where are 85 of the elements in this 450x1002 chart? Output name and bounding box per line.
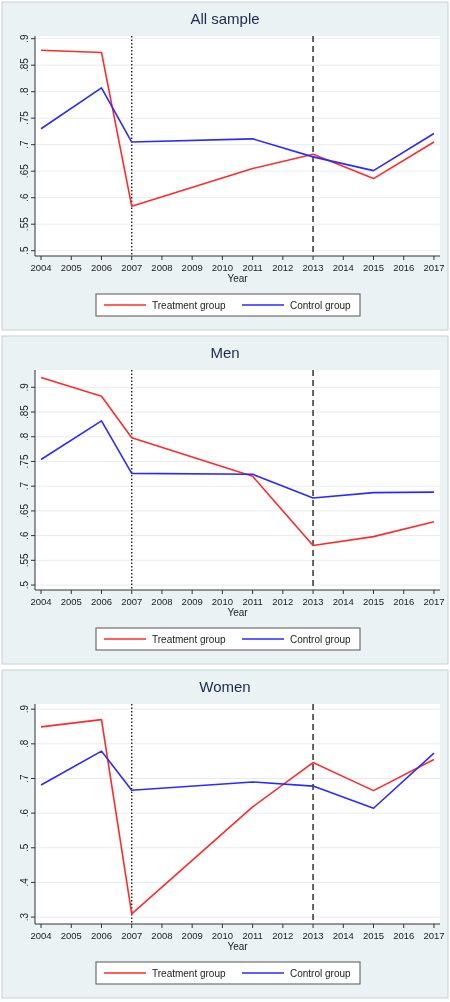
legend-label: Control group — [290, 300, 352, 311]
x-tick-label: 2011 — [242, 262, 263, 273]
y-tick-label: .5 — [19, 843, 30, 852]
y-tick-label: .9 — [19, 34, 30, 43]
x-tick-label: 2005 — [60, 596, 82, 607]
x-tick-label: 2012 — [272, 596, 294, 607]
x-tick-label: 2006 — [90, 596, 113, 607]
x-tick-label: 2009 — [181, 596, 203, 607]
line-series — [40, 718, 435, 915]
y-tick-label: .6 — [19, 808, 30, 818]
y-tick-label: .9 — [19, 704, 30, 714]
x-tick-label: 2008 — [151, 930, 173, 941]
line-series — [40, 87, 435, 172]
x-tick-label: 2017 — [423, 262, 445, 273]
x-tick-label: 2007 — [121, 930, 143, 941]
chart-title: All sample — [190, 10, 260, 27]
x-tick-label: 2017 — [423, 930, 445, 941]
x-tick-label: 2007 — [121, 596, 143, 607]
legend-label: Control group — [290, 634, 352, 645]
x-tick-label: 2017 — [423, 596, 445, 607]
x-tick-label: 2013 — [302, 930, 324, 941]
chart-title: Women — [199, 678, 251, 695]
y-tick-label: .8 — [19, 432, 30, 441]
x-tick-label: 2005 — [60, 262, 82, 273]
x-tick-label: 2004 — [30, 262, 52, 273]
y-tick-label: .6 — [19, 531, 30, 540]
y-tick-label: .8 — [19, 739, 30, 749]
x-tick-label: 2008 — [151, 262, 173, 273]
y-tick-label: .4 — [19, 877, 30, 887]
x-tick-label: 2010 — [211, 596, 233, 607]
y-tick-label: .65 — [19, 503, 30, 518]
legend-label: Treatment group — [152, 300, 226, 311]
x-tick-label: 2005 — [60, 930, 82, 941]
legend-label: Treatment group — [152, 634, 226, 645]
line-series — [40, 750, 435, 810]
chart-title: Men — [210, 344, 240, 361]
y-tick-label: .75 — [19, 110, 30, 126]
x-tick-label: 2009 — [181, 262, 203, 273]
x-tick-label: 2016 — [393, 262, 415, 273]
x-tick-label: 2012 — [272, 262, 294, 273]
y-tick-label: .85 — [19, 57, 30, 73]
x-tick-label: 2014 — [332, 596, 354, 607]
x-tick-label: 2014 — [332, 930, 354, 941]
x-axis-title: Year — [227, 273, 249, 284]
line-series — [40, 49, 435, 207]
x-tick-label: 2007 — [121, 262, 143, 273]
x-tick-label: 2010 — [211, 262, 233, 273]
y-tick-label: .55 — [19, 216, 30, 232]
y-tick-label: .75 — [19, 454, 30, 469]
x-tick-label: 2015 — [362, 262, 385, 273]
y-tick-label: .8 — [19, 87, 30, 96]
x-tick-label: 2016 — [393, 930, 415, 941]
legend-label: Control group — [290, 968, 352, 979]
x-tick-label: 2014 — [332, 262, 354, 273]
y-tick-label: .7 — [19, 140, 30, 149]
x-tick-label: 2012 — [272, 930, 294, 941]
x-tick-label: 2015 — [362, 596, 385, 607]
x-tick-label: 2006 — [90, 930, 113, 941]
y-tick-label: .3 — [19, 912, 30, 922]
legend-label: Treatment group — [152, 968, 226, 979]
x-tick-label: 2016 — [393, 596, 415, 607]
y-tick-label: .7 — [19, 481, 30, 491]
y-tick-label: .6 — [19, 193, 30, 202]
x-tick-label: 2006 — [90, 262, 113, 273]
line-series — [40, 376, 435, 547]
y-tick-label: .5 — [19, 246, 30, 255]
x-tick-label: 2015 — [362, 930, 385, 941]
x-tick-label: 2011 — [242, 930, 263, 941]
x-tick-label: 2010 — [211, 930, 233, 941]
x-axis-title: Year — [227, 941, 249, 952]
x-tick-label: 2004 — [30, 596, 52, 607]
y-tick-label: .85 — [19, 404, 30, 419]
y-tick-label: .55 — [19, 552, 30, 568]
y-tick-label: .65 — [19, 163, 30, 179]
y-tick-label: .5 — [19, 580, 30, 590]
x-tick-label: 2009 — [181, 930, 203, 941]
x-axis-title: Year — [227, 607, 249, 618]
x-tick-label: 2008 — [151, 596, 173, 607]
x-tick-label: 2011 — [242, 596, 263, 607]
line-series — [40, 420, 435, 499]
x-tick-label: 2013 — [302, 596, 324, 607]
y-tick-label: .7 — [19, 773, 30, 783]
x-tick-label: 2004 — [30, 930, 52, 941]
y-tick-label: .9 — [19, 382, 30, 392]
x-tick-label: 2013 — [302, 262, 324, 273]
